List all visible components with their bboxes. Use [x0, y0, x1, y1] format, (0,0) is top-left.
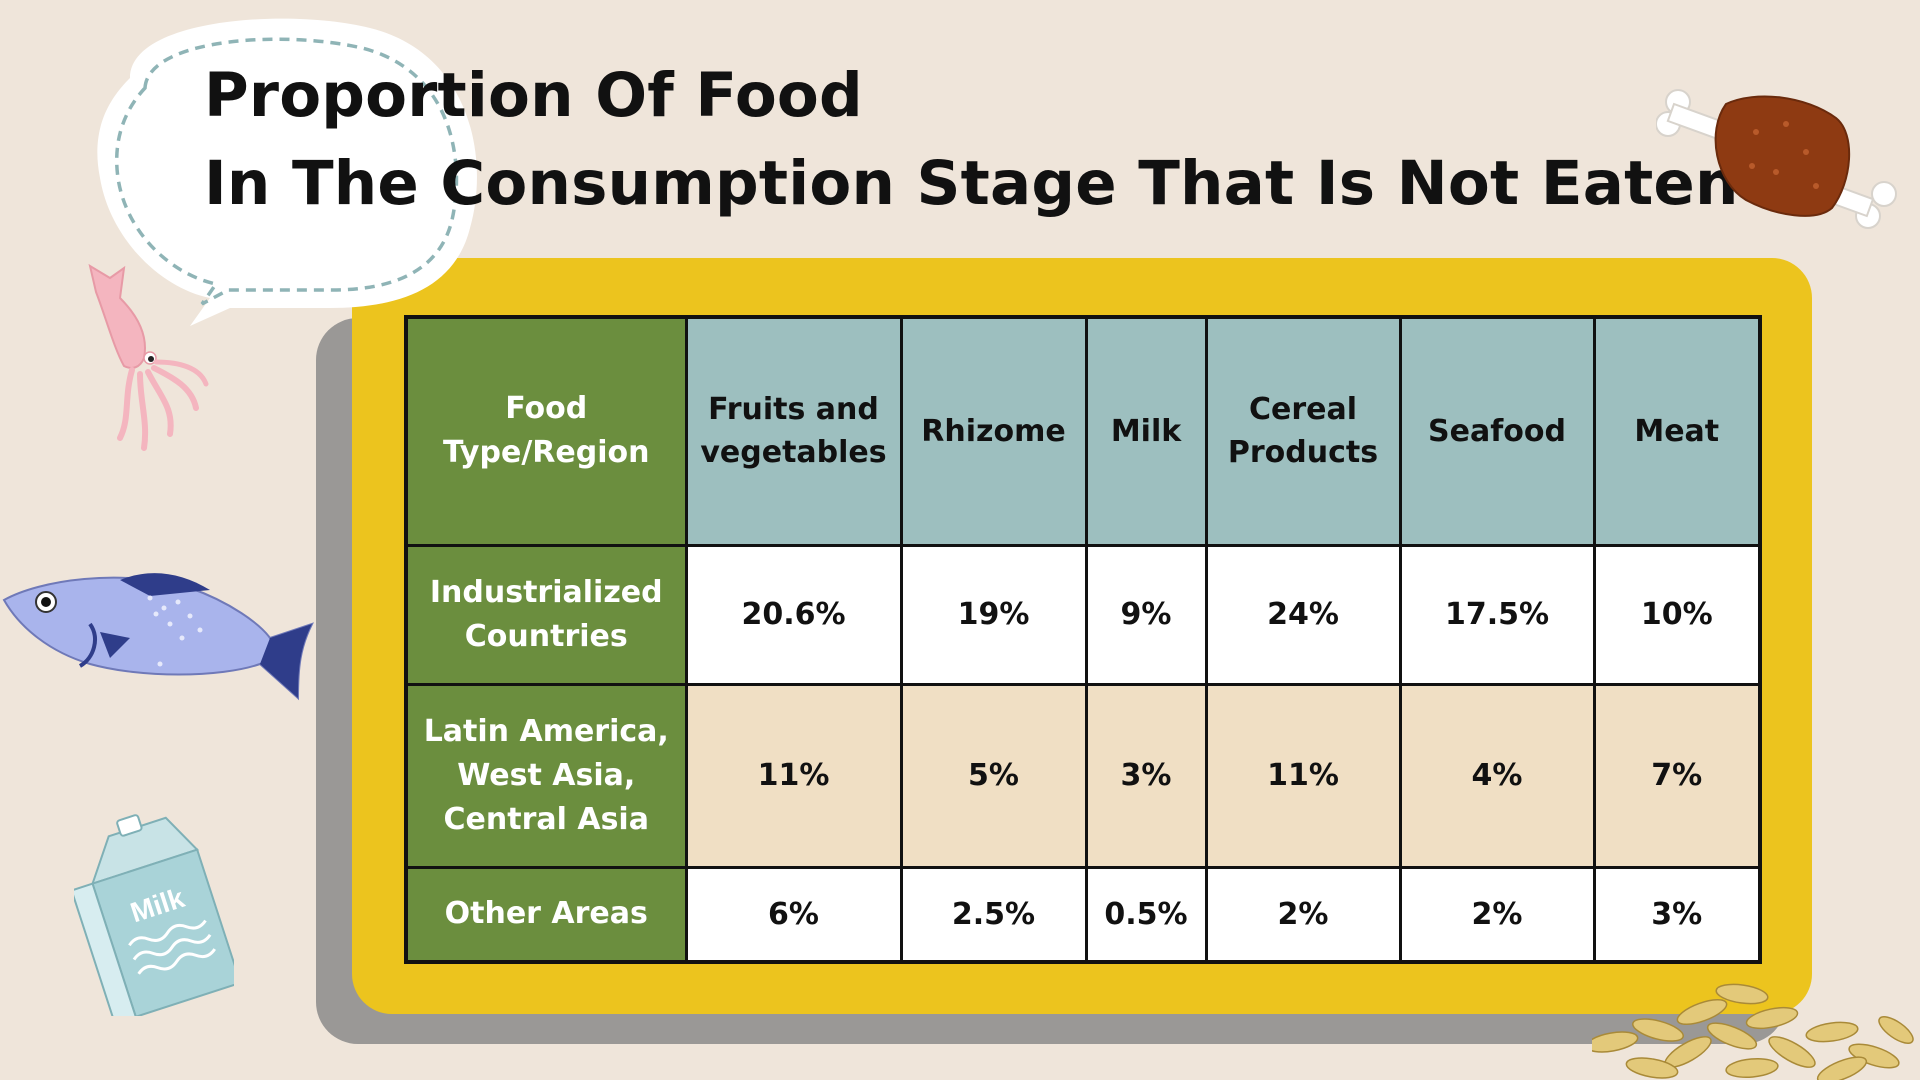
milk-carton-icon: Milk: [74, 814, 234, 1016]
table-cell: 19%: [899, 543, 1088, 686]
table-row: Other Areas 6% 2.5% 0.5% 2% 2% 3%: [404, 865, 1762, 964]
header-row: Food Type/Region Fruits and vegetables R…: [404, 315, 1762, 547]
table-cell: 24%: [1204, 543, 1402, 686]
speech-bubble-icon: [97, 18, 477, 327]
row-header: Other Areas: [404, 865, 688, 964]
table-cell: 10%: [1592, 543, 1762, 686]
table-cell: 20.6%: [684, 543, 903, 686]
title-line-2: In The Consumption Stage That Is Not Eat…: [204, 148, 1739, 219]
title-line-1: Proportion Of Food: [204, 60, 863, 131]
table-row: Industrialized Countries 20.6% 19% 9% 24…: [404, 543, 1762, 686]
column-header: Cereal Products: [1204, 315, 1402, 547]
table-cell: 0.5%: [1084, 865, 1208, 964]
table-cell: 17.5%: [1398, 543, 1596, 686]
table-cell: 5%: [899, 682, 1088, 869]
column-header: Seafood: [1398, 315, 1596, 547]
table-cell: 3%: [1084, 682, 1208, 869]
table-cell: 2.5%: [899, 865, 1088, 964]
row-header: Latin America, West Asia, Central Asia: [404, 682, 688, 869]
meat-icon: [1656, 89, 1897, 229]
column-header: Rhizome: [899, 315, 1088, 547]
table-cell: 3%: [1592, 865, 1762, 964]
grains-icon: [1592, 983, 1914, 1080]
column-header: Milk: [1084, 315, 1208, 547]
table-cell: 11%: [1204, 682, 1402, 869]
row-header: Industrialized Countries: [404, 543, 688, 686]
column-header: Fruits and vegetables: [684, 315, 903, 547]
column-header: Meat: [1592, 315, 1762, 547]
corner-header: Food Type/Region: [404, 315, 688, 547]
page-title: Proportion Of Food In The Consumption St…: [204, 52, 1739, 228]
table-cell: 2%: [1398, 865, 1596, 964]
table-cell: 4%: [1398, 682, 1596, 869]
table-cell: 9%: [1084, 543, 1208, 686]
data-table: Food Type/Region Fruits and vegetables R…: [404, 315, 1762, 964]
table-cell: 6%: [684, 865, 903, 964]
table-row: Latin America, West Asia, Central Asia 1…: [404, 682, 1762, 869]
table-cell: 2%: [1204, 865, 1402, 964]
table-cell: 7%: [1592, 682, 1762, 869]
squid-icon: [88, 263, 209, 451]
fish-icon: [2, 573, 314, 701]
table-cell: 11%: [684, 682, 903, 869]
